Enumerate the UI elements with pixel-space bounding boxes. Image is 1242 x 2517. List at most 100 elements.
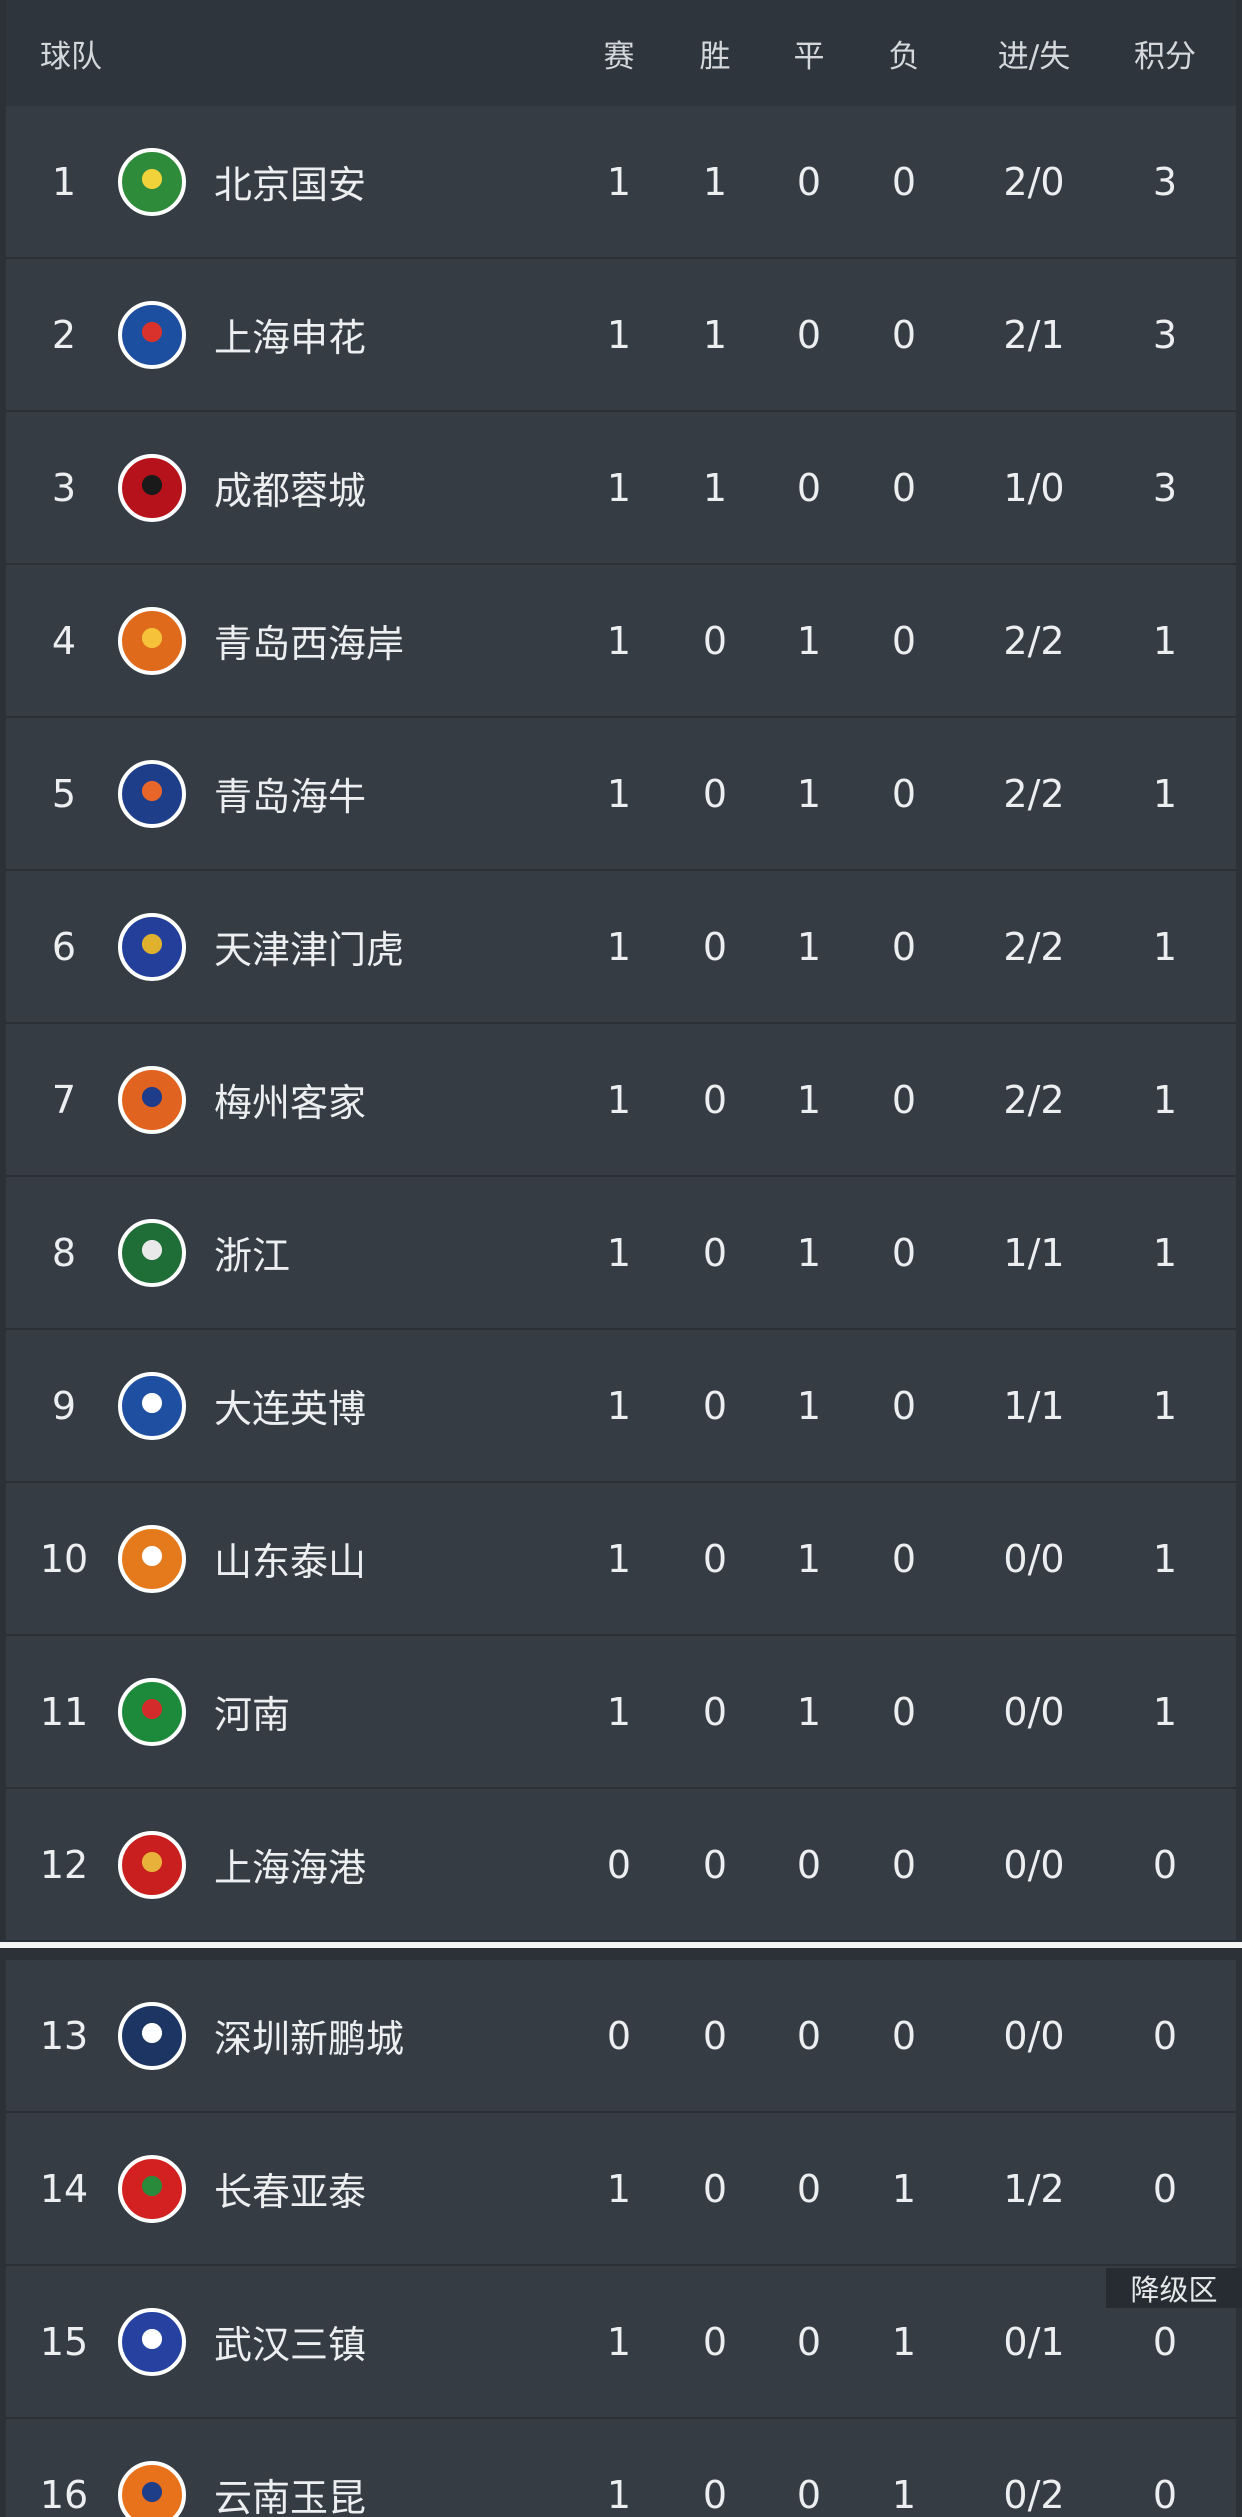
stat-value: 1 bbox=[1152, 924, 1178, 969]
stat-value: 0 bbox=[702, 2319, 728, 2364]
header-col: 平 bbox=[793, 38, 825, 75]
stat-value: 1 bbox=[1152, 1383, 1178, 1428]
stat-value: 1 bbox=[606, 159, 632, 204]
header-team: 球队 bbox=[40, 38, 102, 75]
stat-value: 0 bbox=[891, 1842, 917, 1887]
stat-value: 0/2 bbox=[1003, 2472, 1065, 2517]
stat-value: 0 bbox=[702, 1689, 728, 1734]
stat-value: 0 bbox=[1152, 2013, 1178, 2058]
rank: 7 bbox=[51, 1077, 77, 1122]
team-name: 青岛西海岸 bbox=[214, 622, 405, 666]
rank: 12 bbox=[39, 1842, 89, 1887]
stat-value: 0 bbox=[796, 2319, 822, 2364]
stat-value: 0/0 bbox=[1003, 1842, 1065, 1887]
stat-value: 0 bbox=[891, 771, 917, 816]
team-logo bbox=[118, 2461, 186, 2517]
stat-value: 1/2 bbox=[1003, 2166, 1065, 2211]
stat-value: 1 bbox=[606, 312, 632, 357]
team-logo bbox=[118, 1219, 186, 1287]
stat-value: 0 bbox=[796, 2013, 822, 2058]
stat-value: 1 bbox=[606, 2472, 632, 2517]
team-name: 北京国安 bbox=[214, 163, 367, 207]
team-logo bbox=[118, 1678, 186, 1746]
stat-value: 0 bbox=[702, 1383, 728, 1428]
stat-value: 0 bbox=[891, 1230, 917, 1275]
stat-value: 0/0 bbox=[1003, 1689, 1065, 1734]
stat-value: 0/0 bbox=[1003, 1536, 1065, 1581]
rank: 2 bbox=[51, 312, 77, 357]
stat-value: 1 bbox=[1152, 1689, 1178, 1734]
stat-value: 1/1 bbox=[1003, 1383, 1065, 1428]
team-name: 青岛海牛 bbox=[214, 775, 367, 819]
team-row: 13 深圳新鹏城 0 0 0 0 0/0 0 bbox=[6, 1960, 1236, 2113]
header-col: 赛 bbox=[603, 38, 635, 75]
stat-value: 0 bbox=[606, 1842, 632, 1887]
team-logo bbox=[118, 301, 186, 369]
team-name: 上海申花 bbox=[214, 316, 367, 360]
rank: 15 bbox=[39, 2319, 89, 2364]
team-row: 9 大连英博 1 0 1 0 1/1 1 bbox=[6, 1330, 1236, 1483]
stat-value: 1 bbox=[1152, 618, 1178, 663]
stat-value: 3 bbox=[1152, 312, 1178, 357]
team-name: 云南玉昆 bbox=[214, 2476, 367, 2517]
relegation-zone-label: 降级区 bbox=[1106, 2268, 1242, 2308]
stat-value: 0 bbox=[702, 771, 728, 816]
team-row: 10 山东泰山 1 0 1 0 0/0 1 bbox=[6, 1483, 1236, 1636]
stat-value: 2/2 bbox=[1003, 1077, 1065, 1122]
stat-value: 2/2 bbox=[1003, 924, 1065, 969]
stat-value: 1 bbox=[1152, 1536, 1178, 1581]
team-logo bbox=[118, 2002, 186, 2070]
stat-value: 0 bbox=[891, 924, 917, 969]
stat-value: 1 bbox=[606, 1230, 632, 1275]
stat-value: 1 bbox=[606, 1383, 632, 1428]
team-logo bbox=[118, 2155, 186, 2223]
team-row: 4 青岛西海岸 1 0 1 0 2/2 1 bbox=[6, 565, 1236, 718]
stat-value: 0 bbox=[1152, 2166, 1178, 2211]
stat-value: 1 bbox=[796, 618, 822, 663]
team-name: 长春亚泰 bbox=[214, 2170, 367, 2214]
stat-value: 0 bbox=[796, 465, 822, 510]
rank: 14 bbox=[39, 2166, 89, 2211]
stat-value: 1 bbox=[796, 1077, 822, 1122]
stat-value: 0 bbox=[891, 312, 917, 357]
stat-value: 0 bbox=[702, 924, 728, 969]
stat-value: 1 bbox=[606, 1689, 632, 1734]
stat-value: 0 bbox=[891, 1689, 917, 1734]
stat-value: 1 bbox=[606, 2166, 632, 2211]
stat-value: 0 bbox=[702, 618, 728, 663]
team-name: 浙江 bbox=[214, 1234, 291, 1278]
team-row: 7 梅州客家 1 0 1 0 2/2 1 bbox=[6, 1024, 1236, 1177]
stat-value: 1 bbox=[702, 159, 728, 204]
stat-value: 1 bbox=[606, 924, 632, 969]
header-col: 负 bbox=[888, 38, 920, 75]
team-name: 武汉三镇 bbox=[214, 2323, 367, 2367]
stat-value: 0 bbox=[702, 2472, 728, 2517]
stat-value: 0 bbox=[891, 159, 917, 204]
stat-value: 0 bbox=[891, 1536, 917, 1581]
team-name: 上海海港 bbox=[214, 1846, 367, 1890]
header-col: 进/失 bbox=[997, 38, 1071, 75]
stat-value: 0 bbox=[1152, 1842, 1178, 1887]
stat-value: 1 bbox=[702, 312, 728, 357]
team-row: 6 天津津门虎 1 0 1 0 2/2 1 bbox=[6, 871, 1236, 1024]
team-row: 15 武汉三镇 1 0 0 1 0/1 0 bbox=[6, 2266, 1236, 2419]
team-name: 梅州客家 bbox=[214, 1081, 367, 1125]
team-row: 14 长春亚泰 1 0 0 1 1/2 0 bbox=[6, 2113, 1236, 2266]
team-logo bbox=[118, 454, 186, 522]
stat-value: 1 bbox=[796, 1383, 822, 1428]
team-logo bbox=[118, 1831, 186, 1899]
rank: 8 bbox=[51, 1230, 77, 1275]
team-name: 河南 bbox=[214, 1693, 291, 1737]
stat-value: 3 bbox=[1152, 465, 1178, 510]
stat-value: 0 bbox=[796, 312, 822, 357]
stat-value: 0 bbox=[702, 2013, 728, 2058]
stat-value: 0 bbox=[891, 1077, 917, 1122]
stat-value: 1 bbox=[796, 1689, 822, 1734]
stat-value: 0 bbox=[702, 1230, 728, 1275]
stat-value: 0 bbox=[702, 1077, 728, 1122]
team-row: 16 云南玉昆 1 0 0 1 0/2 0 bbox=[6, 2419, 1236, 2517]
stat-value: 0 bbox=[702, 1842, 728, 1887]
stat-value: 0 bbox=[702, 1536, 728, 1581]
team-name: 大连英博 bbox=[214, 1387, 367, 1431]
